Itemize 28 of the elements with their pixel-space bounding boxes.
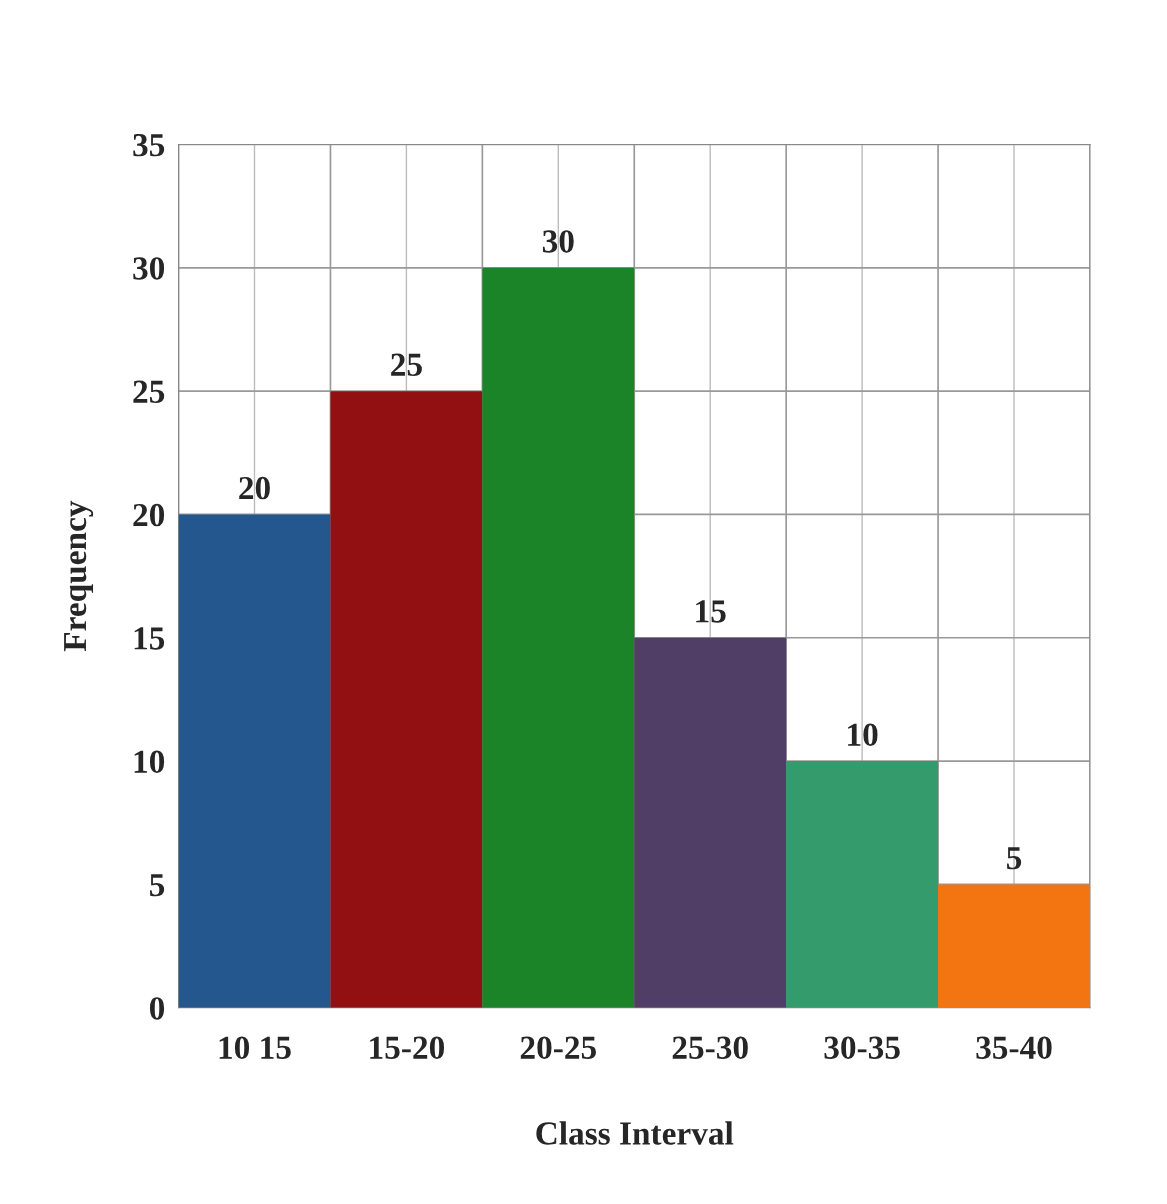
bar — [938, 884, 1090, 1008]
x-tick-label: 30-35 — [824, 1036, 900, 1059]
bar — [634, 637, 787, 1008]
data-label: 15 — [696, 600, 726, 623]
data-label: 30 — [542, 230, 574, 253]
x-tick-label: 15-20 — [370, 1036, 445, 1059]
y-tick-label: 0 — [149, 997, 165, 1020]
data-label: 5 — [1007, 847, 1022, 870]
y-tick-label: 25 — [133, 380, 165, 404]
y-tick-label: 10 — [134, 750, 165, 773]
data-label: 20 — [239, 476, 270, 500]
x-axis-title: Class Interval — [536, 1121, 734, 1145]
y-axis-title: Frequency — [64, 500, 94, 652]
bar — [786, 761, 939, 1008]
bar — [178, 514, 331, 1008]
y-tick-label: 20 — [133, 503, 165, 527]
y-tick-label: 5 — [150, 874, 165, 897]
y-tick-label: 30 — [133, 257, 165, 280]
data-label: 10 — [848, 723, 878, 746]
x-tick-label: 25-30 — [672, 1036, 748, 1059]
bar — [482, 267, 635, 1008]
x-tick-label: 35-40 — [976, 1036, 1052, 1059]
data-label: 25 — [391, 353, 422, 377]
x-tick-label: 20-25 — [520, 1036, 596, 1059]
y-tick-label: 15 — [134, 627, 165, 650]
bar — [330, 391, 483, 1008]
x-tick-label: 10 15 — [219, 1036, 291, 1059]
y-tick-label: 35 — [133, 133, 165, 157]
